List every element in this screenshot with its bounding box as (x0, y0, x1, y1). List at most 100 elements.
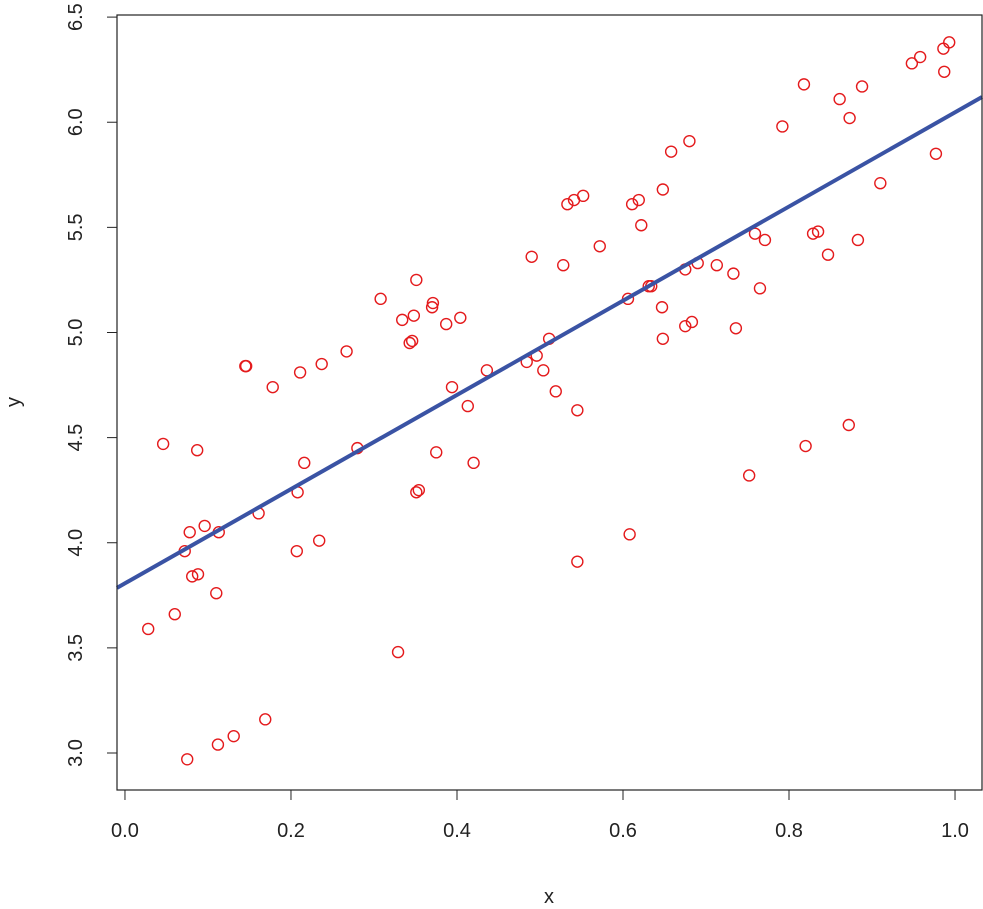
data-point (412, 483, 426, 497)
data-point (753, 282, 767, 295)
y-tick-label: 4.0 (65, 529, 87, 557)
y-axis: 3.0 3.5 4.0 4.5 5.0 5.5 6.0 6.5 (65, 3, 117, 767)
data-point (183, 526, 196, 539)
data-point (635, 219, 648, 232)
data-point (842, 418, 855, 432)
x-tick-label: 0.2 (277, 820, 305, 842)
data-point (632, 193, 645, 207)
data-point (186, 570, 199, 583)
y-tick-label: 5.0 (65, 319, 87, 347)
y-tick-label: 6.5 (65, 3, 87, 31)
x-axis-title: x (544, 886, 554, 908)
data-point (439, 317, 453, 331)
data-point (938, 65, 951, 78)
data-point (685, 315, 699, 329)
data-point (913, 50, 927, 64)
data-point (391, 645, 405, 659)
data-point (298, 456, 311, 470)
data-point (664, 145, 678, 158)
data-point (571, 404, 584, 417)
data-point (874, 177, 887, 190)
y-tick-label: 5.5 (65, 213, 87, 241)
data-point (407, 309, 421, 322)
y-tick-label: 6.0 (65, 108, 87, 136)
data-point (537, 364, 550, 377)
data-point (656, 332, 670, 345)
data-point (396, 313, 409, 327)
data-point (797, 78, 811, 91)
fit-line-layer (116, 95, 983, 590)
y-tick-label: 3.5 (65, 634, 87, 662)
y-tick-label: 3.0 (65, 739, 87, 767)
data-point (679, 319, 692, 333)
data-point (561, 198, 574, 211)
data-point (655, 301, 669, 314)
data-point (576, 189, 590, 203)
x-tick-label: 0.8 (775, 820, 803, 842)
data-point (593, 240, 606, 253)
data-point (211, 738, 225, 751)
data-point (937, 42, 950, 55)
data-point (454, 311, 467, 324)
x-tick-label: 0.6 (609, 820, 637, 842)
data-point (776, 120, 789, 133)
data-point (313, 534, 326, 547)
data-point (833, 92, 846, 106)
data-point (905, 57, 919, 70)
data-point (293, 366, 307, 379)
data-point (190, 444, 204, 457)
data-point (851, 233, 865, 247)
data-point (461, 399, 474, 413)
data-point (710, 259, 723, 272)
data-point (656, 183, 670, 196)
data-point (181, 753, 194, 766)
data-point (727, 267, 740, 280)
data-point (315, 357, 328, 371)
data-point (191, 568, 205, 581)
data-point (557, 259, 570, 272)
data-point (210, 587, 223, 600)
data-point (748, 227, 762, 240)
data-point (403, 336, 416, 350)
data-point (426, 296, 440, 310)
data-point (290, 544, 303, 558)
data-point (410, 486, 423, 499)
data-point (198, 519, 211, 533)
y-axis-title: y (3, 397, 25, 407)
regression-line (116, 95, 983, 590)
x-tick-label: 1.0 (941, 820, 969, 842)
data-point (405, 334, 419, 348)
data-point (943, 36, 956, 49)
data-point (525, 250, 538, 263)
data-point (239, 359, 253, 373)
data-point (549, 385, 562, 398)
data-point (758, 233, 772, 247)
data-point (571, 555, 584, 568)
data-point (142, 622, 155, 636)
data-point (811, 225, 825, 238)
data-point (729, 322, 743, 335)
data-point (227, 729, 240, 743)
data-point (929, 147, 943, 160)
x-axis: 0.0 0.2 0.4 0.6 0.8 1.0 (111, 789, 969, 842)
points-layer (142, 36, 956, 766)
data-point (843, 111, 856, 125)
data-point (410, 273, 423, 287)
data-point (683, 134, 696, 148)
data-point (742, 469, 756, 482)
data-point (821, 248, 835, 261)
data-point (445, 380, 459, 394)
data-point (340, 345, 353, 358)
data-point (855, 80, 869, 93)
x-tick-label: 0.0 (111, 820, 139, 842)
x-tick-label: 0.4 (443, 820, 471, 842)
data-point (467, 456, 480, 470)
data-point (168, 608, 181, 621)
data-point (266, 380, 279, 394)
data-point (259, 713, 272, 726)
plot-frame (116, 14, 983, 791)
data-point (430, 446, 443, 459)
data-point (374, 292, 387, 306)
data-point (625, 198, 639, 211)
